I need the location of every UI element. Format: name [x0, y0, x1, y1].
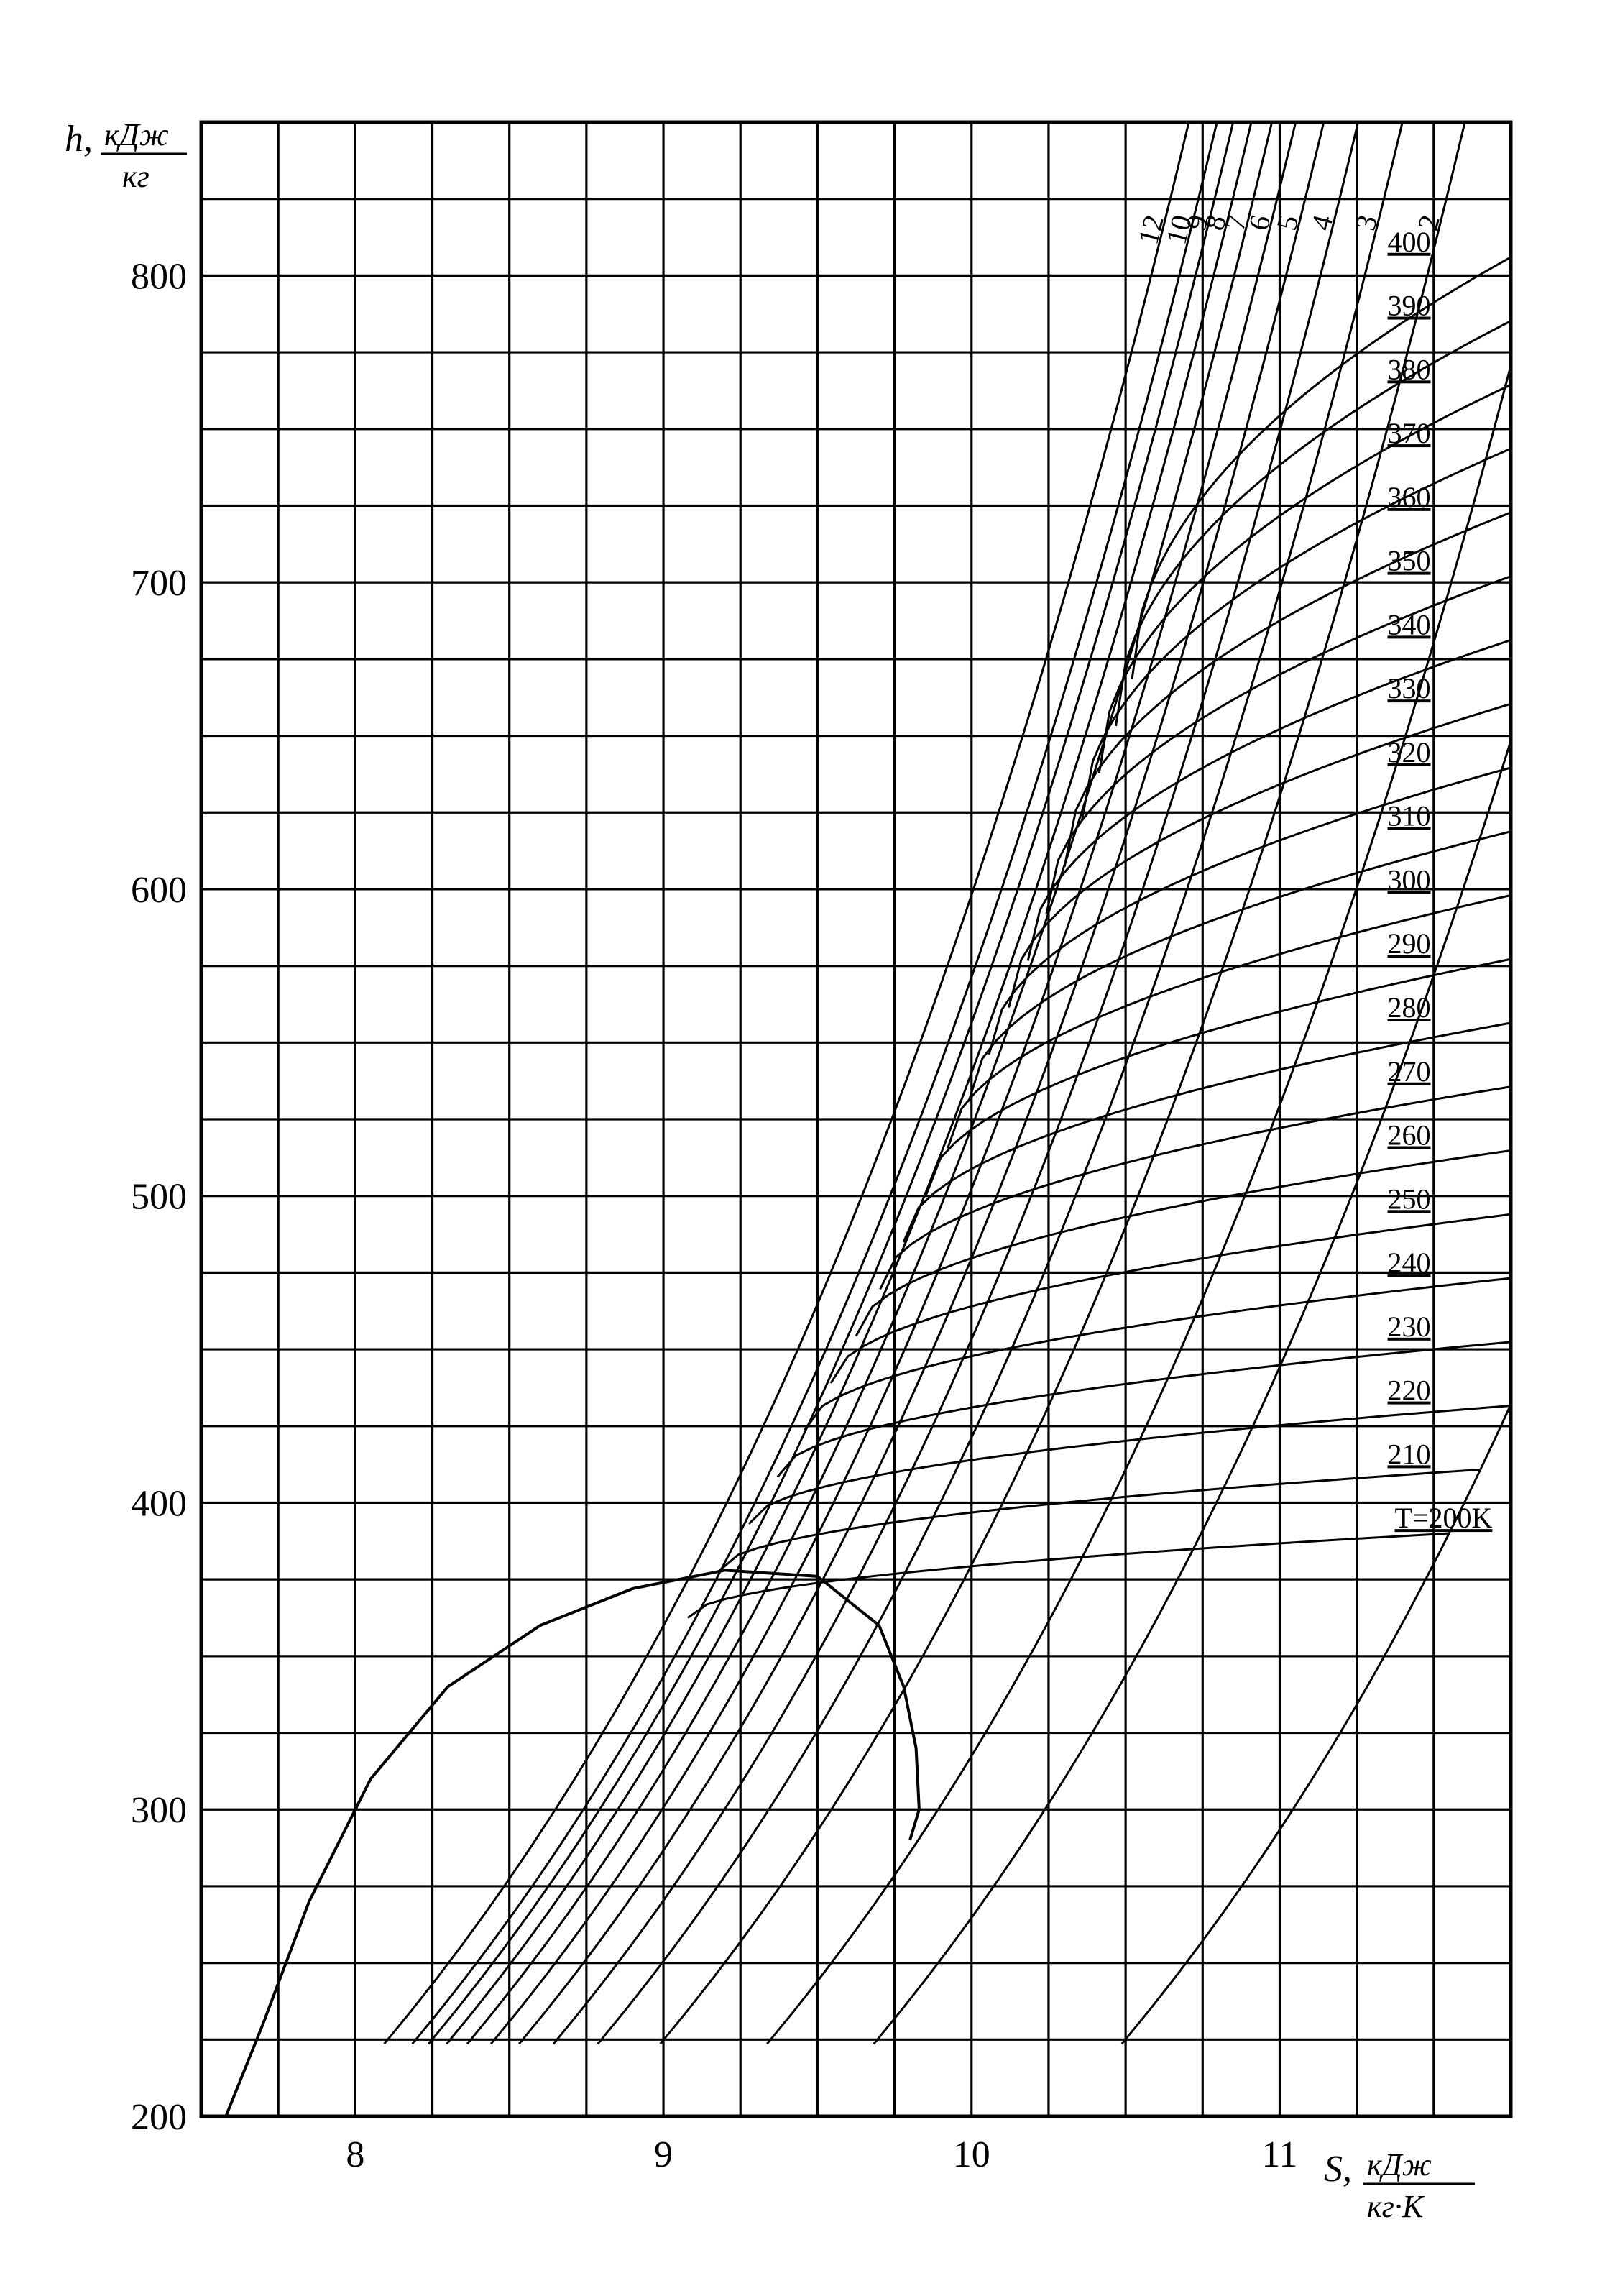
isotherm-320	[989, 768, 1511, 1055]
hs-diagram-chart: 200 300 400 500 600 700 800 8 9 10 11 h, кДж кг S, кДж к…	[0, 0, 1597, 2296]
y-tick-800: 800	[131, 256, 187, 297]
hs-diagram-page: 200 300 400 500 600 700 800 8 9 10 11 h, кДж кг S, кДж к…	[0, 0, 1597, 2296]
isobar-2	[661, 65, 1478, 2044]
x-axis-label: S, кДж кг·К	[1324, 2147, 1475, 2224]
y-tick-400: 400	[131, 1483, 187, 1524]
x-tick-8: 8	[346, 2134, 364, 2175]
isotherm-400	[1132, 257, 1511, 679]
isotherm-label-270: 270	[1388, 1055, 1431, 1088]
isotherm-label-390: 390	[1388, 290, 1431, 322]
isotherm-label-250: 250	[1388, 1183, 1431, 1215]
isobar-3	[598, 65, 1416, 2044]
isotherm-label-200: T=200K	[1395, 1502, 1493, 1534]
isobar-label-3: 3	[1349, 211, 1384, 234]
x-tick-9: 9	[654, 2134, 673, 2175]
isotherm-label-330: 330	[1388, 672, 1431, 704]
isobar-7	[467, 65, 1285, 2044]
isobar-0.1	[1122, 1187, 1597, 2044]
isotherm-label-290: 290	[1388, 927, 1431, 960]
isotherm-label-380: 380	[1388, 353, 1431, 385]
svg-text:кг·К: кг·К	[1367, 2189, 1425, 2224]
svg-text:кДж: кДж	[1367, 2147, 1432, 2182]
isobar-label-12: 12	[1131, 211, 1170, 247]
y-tick-500: 500	[131, 1177, 187, 1218]
x-tick-10: 10	[953, 2134, 990, 2175]
isobar-5	[519, 65, 1337, 2044]
isotherm-label-340: 340	[1388, 608, 1431, 640]
isotherm-label-240: 240	[1388, 1246, 1431, 1279]
isobar-1	[767, 65, 1585, 2044]
isobar-6	[491, 65, 1309, 2044]
svg-text:кДж: кДж	[104, 117, 169, 152]
svg-text:кг: кг	[122, 159, 149, 194]
isotherm-label-350: 350	[1388, 545, 1431, 577]
isobar-8	[446, 65, 1264, 2044]
isotherm-label-220: 220	[1388, 1374, 1431, 1407]
y-tick-600: 600	[131, 870, 187, 911]
isotherm-label-370: 370	[1388, 417, 1431, 449]
grid	[201, 122, 1511, 2116]
isobar-label-4: 4	[1304, 211, 1340, 234]
y-tick-700: 700	[131, 563, 187, 604]
isotherm-label-260: 260	[1388, 1119, 1431, 1152]
isotherm-label-210: 210	[1388, 1438, 1431, 1470]
isotherm-390	[1116, 321, 1511, 726]
isobar-10	[413, 65, 1230, 2044]
saturation-dome	[226, 1570, 919, 2116]
isotherm-250	[831, 1214, 1511, 1383]
isotherm-label-360: 360	[1388, 481, 1431, 513]
isobar-9	[428, 65, 1246, 2044]
y-axis-label: h, кДж кг	[65, 117, 187, 194]
y-tick-300: 300	[131, 1790, 187, 1831]
isotherm-label-280: 280	[1388, 991, 1431, 1024]
isotherm-label-320: 320	[1388, 736, 1431, 768]
isotherm-label-400: 400	[1388, 226, 1431, 258]
isobar-12	[385, 65, 1202, 2044]
isotherm-label-230: 230	[1388, 1310, 1431, 1343]
svg-text:S,: S,	[1324, 2149, 1352, 2190]
isotherm-label-300: 300	[1388, 863, 1431, 896]
isotherm-240	[805, 1278, 1511, 1430]
isotherm-label-310: 310	[1388, 800, 1431, 832]
isobar-0.5	[874, 428, 1597, 2044]
y-tick-200: 200	[131, 2097, 187, 2138]
x-tick-11: 11	[1261, 2134, 1297, 2175]
svg-text:h,: h,	[65, 119, 93, 160]
